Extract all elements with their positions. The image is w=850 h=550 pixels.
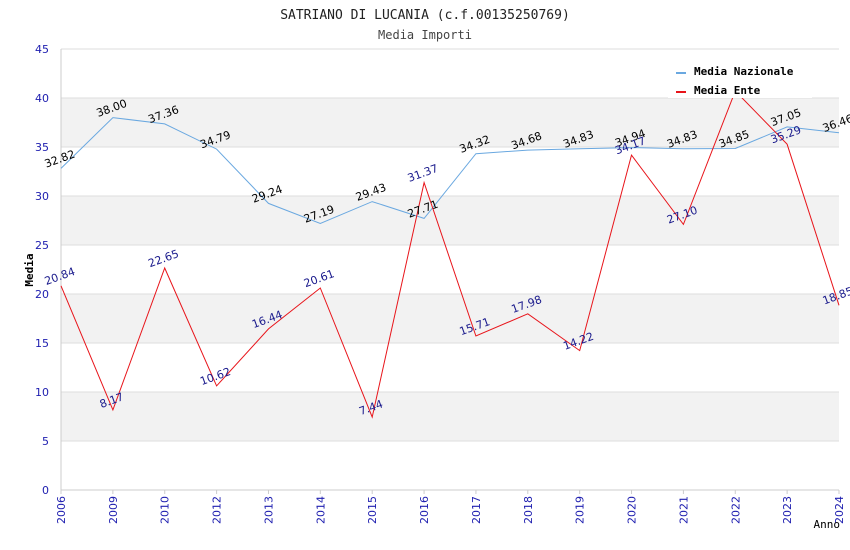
plot-background	[61, 98, 839, 441]
data-label: 20.84	[43, 265, 77, 288]
series-lines	[60, 90, 840, 419]
y-tick-label: 35	[35, 141, 49, 154]
x-tick-label: 2023	[781, 496, 794, 524]
chart-title: SATRIANO DI LUCANIA (c.f.00135250769)	[280, 8, 570, 23]
axes	[60, 49, 839, 491]
y-tick-label: 45	[35, 43, 49, 56]
data-label: 10.62	[198, 365, 232, 388]
x-tick-label: 2022	[729, 496, 742, 524]
x-tick-label: 2013	[262, 496, 275, 524]
x-tick-label: 2018	[522, 496, 535, 524]
data-label: 31.37	[406, 162, 440, 185]
x-axis-ticks: 2006 2009 2010 2012 2013 2014 2015 2016 2017 2018…	[55, 490, 846, 524]
x-tick-label: 2016	[418, 496, 431, 524]
y-tick-label: 20	[35, 288, 49, 301]
grid-band	[61, 196, 839, 245]
data-label: 22.65	[147, 247, 181, 270]
y-tick-label: 30	[35, 190, 49, 203]
x-tick-label: 2020	[626, 496, 639, 524]
y-axis-title: Media	[23, 253, 36, 286]
y-axis-ticks: 0 5 10 15 20 25 30 35 40 45	[35, 43, 49, 497]
x-tick-label: 2019	[574, 496, 587, 524]
x-tick-label: 2010	[159, 496, 172, 524]
grid-band	[61, 98, 839, 147]
x-tick-label: 2021	[677, 496, 690, 524]
x-tick-label: 2006	[55, 496, 68, 524]
y-tick-label: 10	[35, 386, 49, 399]
y-tick-label: 40	[35, 92, 49, 105]
y-tick-label: 0	[42, 484, 49, 497]
legend-box	[668, 58, 812, 98]
y-tick-label: 15	[35, 337, 49, 350]
y-tick-label: 25	[35, 239, 49, 252]
x-axis-title: Anno	[814, 518, 841, 531]
x-tick-label: 2024	[833, 496, 846, 524]
x-tick-label: 2015	[366, 496, 379, 524]
data-label: 20.61	[302, 267, 336, 290]
chart-subtitle: Media Importi	[378, 28, 472, 42]
legend-label: Media Ente	[694, 84, 761, 97]
legend-label: Media Nazionale	[694, 65, 794, 78]
x-tick-label: 2009	[107, 496, 120, 524]
y-tick-label: 5	[42, 435, 49, 448]
series-line	[60, 90, 840, 419]
legend: Media Nazionale Media Ente	[668, 58, 812, 98]
x-tick-label: 2014	[314, 496, 327, 524]
grid-band	[61, 392, 839, 441]
x-tick-label: 2017	[470, 496, 483, 524]
x-tick-label: 2012	[211, 496, 224, 524]
grid-band	[61, 294, 839, 343]
series-line	[60, 117, 840, 225]
